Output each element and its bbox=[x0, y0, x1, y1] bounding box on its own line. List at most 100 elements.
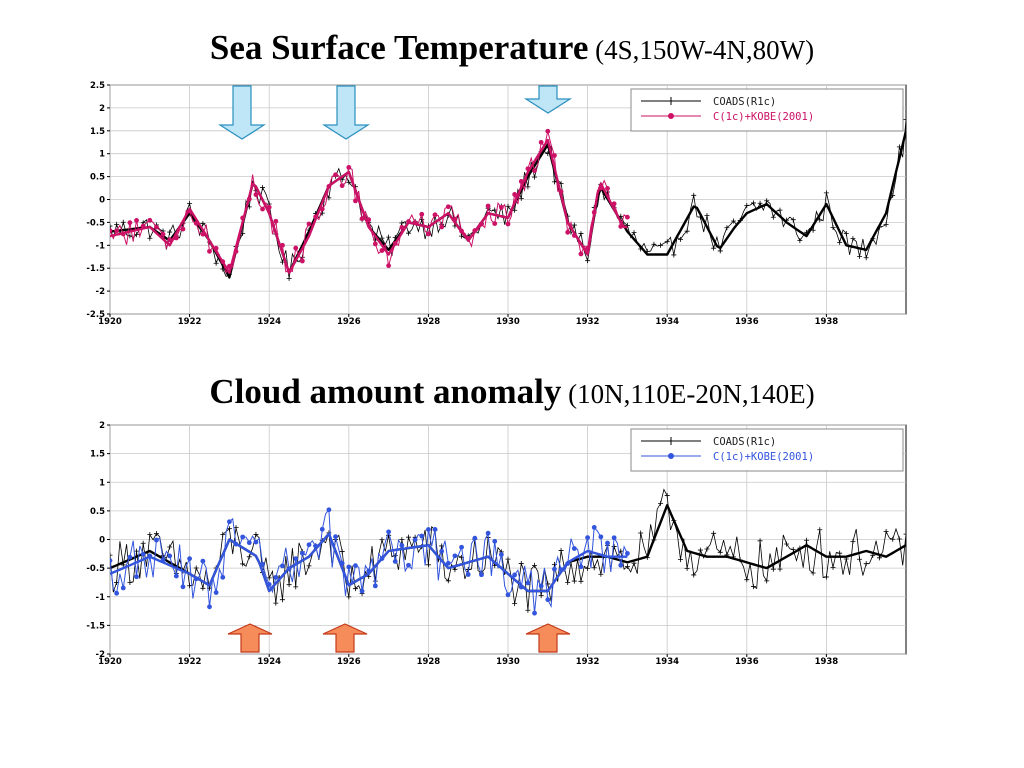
data-point bbox=[193, 565, 199, 571]
data-point bbox=[134, 574, 139, 580]
data-point bbox=[578, 578, 584, 584]
data-point bbox=[552, 153, 557, 158]
smoothed-line bbox=[110, 138, 628, 274]
x-tick-label: 1938 bbox=[815, 317, 839, 327]
data-point bbox=[505, 221, 511, 227]
data-point bbox=[110, 223, 113, 229]
chart-title-sst: Sea Surface Temperature (4S,150W-4N,80W) bbox=[0, 28, 1024, 68]
data-point bbox=[167, 229, 173, 235]
data-point bbox=[207, 604, 212, 610]
y-tick-label: 2.5 bbox=[90, 81, 105, 91]
data-point bbox=[379, 537, 385, 543]
data-point bbox=[764, 578, 770, 584]
x-tick-label: 1920 bbox=[98, 657, 122, 667]
data-point bbox=[226, 526, 232, 532]
data-point bbox=[220, 574, 226, 580]
x-tick-label: 1920 bbox=[98, 317, 122, 327]
legend-label: COADS(R1c) bbox=[713, 96, 776, 108]
y-tick-label: 1.5 bbox=[90, 450, 105, 460]
data-point bbox=[273, 218, 279, 224]
y-tick-label: -0.5 bbox=[86, 218, 105, 228]
data-point bbox=[525, 184, 531, 190]
data-point bbox=[677, 236, 683, 242]
data-point bbox=[279, 597, 285, 603]
data-point bbox=[817, 217, 823, 223]
data-point bbox=[850, 236, 856, 242]
data-point bbox=[565, 580, 571, 586]
data-point bbox=[200, 221, 206, 227]
title-main: Sea Surface Temperature bbox=[209, 28, 589, 67]
data-point bbox=[770, 566, 776, 572]
y-tick-label: 0 bbox=[99, 196, 105, 206]
data-point bbox=[352, 586, 358, 592]
data-point bbox=[412, 537, 418, 543]
data-point bbox=[770, 214, 776, 220]
x-tick-label: 1934 bbox=[655, 657, 679, 667]
data-point bbox=[605, 540, 610, 546]
data-point bbox=[359, 588, 365, 594]
data-point bbox=[717, 549, 723, 555]
data-point bbox=[260, 206, 265, 212]
x-tick-label: 1926 bbox=[337, 317, 361, 327]
data-point bbox=[625, 551, 630, 556]
smoothed-line bbox=[110, 532, 628, 593]
x-tick-label: 1936 bbox=[735, 317, 759, 327]
data-point bbox=[346, 594, 352, 600]
data-point bbox=[452, 553, 458, 559]
data-point bbox=[479, 572, 484, 578]
legend-label: COADS(R1c) bbox=[713, 436, 776, 448]
data-point bbox=[140, 540, 146, 546]
data-point bbox=[147, 217, 153, 223]
y-tick-label: -2 bbox=[96, 287, 106, 297]
data-point bbox=[863, 255, 869, 261]
x-tick-label: 1928 bbox=[417, 657, 441, 667]
data-point bbox=[565, 229, 571, 235]
data-point bbox=[777, 207, 783, 213]
data-point bbox=[830, 224, 836, 230]
data-point bbox=[492, 221, 498, 226]
data-point bbox=[293, 584, 299, 590]
data-point bbox=[843, 230, 849, 236]
y-tick-label: -1 bbox=[96, 593, 106, 603]
data-point bbox=[764, 198, 770, 204]
data-point bbox=[525, 607, 531, 613]
data-point bbox=[339, 548, 345, 554]
data-point bbox=[857, 253, 863, 259]
data-point bbox=[213, 260, 219, 266]
x-tick-label: 1930 bbox=[496, 657, 520, 667]
data-point bbox=[167, 553, 173, 559]
up-arrow-icon bbox=[322, 623, 368, 653]
data-point bbox=[750, 584, 756, 590]
data-point bbox=[578, 231, 584, 237]
data-point bbox=[532, 610, 537, 616]
data-point bbox=[147, 532, 153, 538]
data-point bbox=[372, 241, 378, 247]
data-point bbox=[180, 226, 186, 232]
data-point bbox=[545, 128, 551, 134]
data-point bbox=[624, 564, 630, 570]
data-point bbox=[445, 578, 451, 584]
data-point bbox=[153, 531, 159, 537]
data-point bbox=[426, 527, 431, 532]
data-point bbox=[757, 538, 763, 544]
data-point bbox=[538, 593, 544, 599]
x-tick-label: 1924 bbox=[257, 657, 281, 667]
data-point bbox=[850, 538, 856, 544]
x-tick-label: 1938 bbox=[815, 657, 839, 667]
data-point bbox=[505, 203, 511, 209]
data-point bbox=[532, 562, 538, 568]
data-point bbox=[664, 493, 670, 499]
data-point bbox=[120, 585, 126, 591]
data-point bbox=[664, 239, 670, 245]
data-point bbox=[830, 564, 836, 570]
data-point bbox=[399, 225, 405, 230]
legend-label: C(1c)+KOBE(2001) bbox=[713, 451, 814, 463]
data-point bbox=[286, 275, 292, 281]
data-point bbox=[399, 537, 405, 543]
x-tick-label: 1932 bbox=[576, 317, 600, 327]
data-point bbox=[691, 572, 697, 578]
data-point bbox=[605, 186, 610, 191]
data-point bbox=[532, 174, 538, 180]
